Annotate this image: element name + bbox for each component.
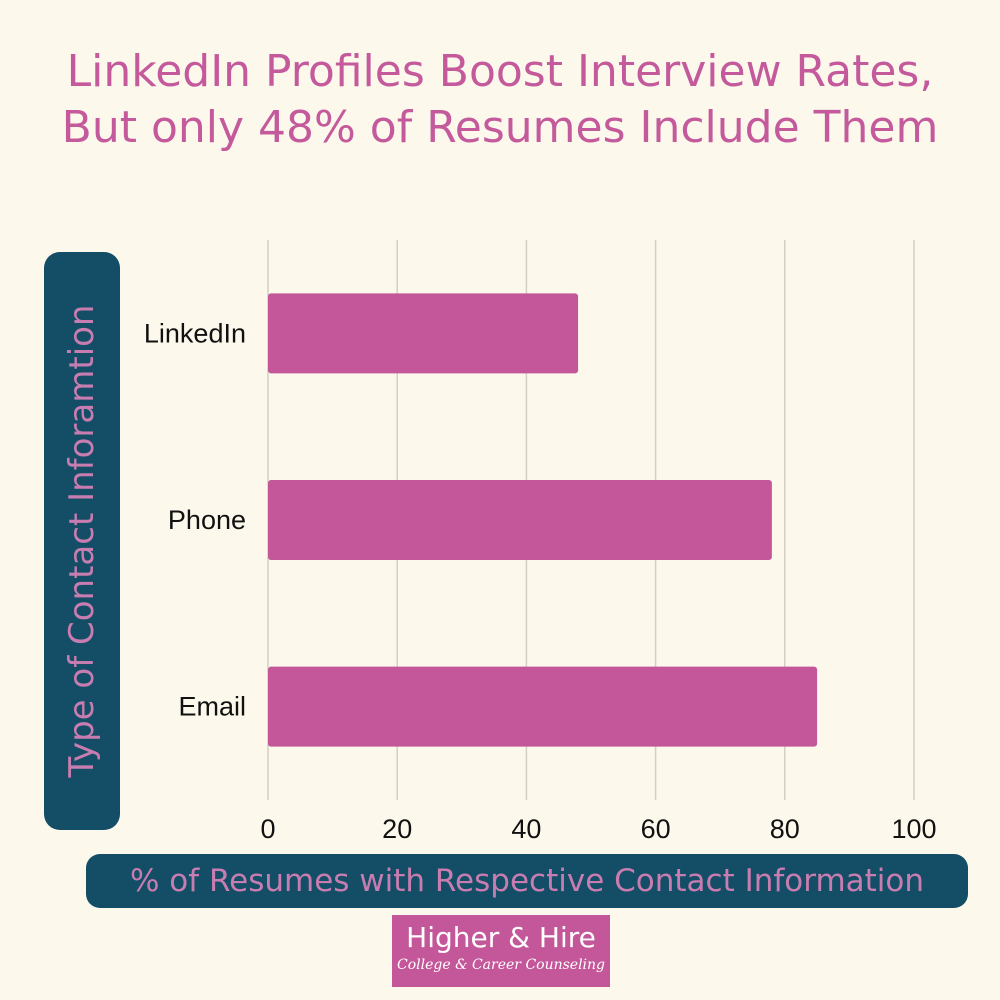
x-tick-label: 60	[641, 814, 671, 844]
bar-phone	[268, 480, 772, 560]
y-axis-label-box	[44, 252, 120, 830]
category-labels: LinkedIn Phone Email	[144, 318, 246, 721]
bar-email	[268, 666, 818, 747]
chart-title: LinkedIn Profiles Boost Interview Rates,…	[61, 46, 939, 153]
brand-logo: Higher & Hire College & Career Counselin…	[392, 915, 610, 987]
x-axis-label-box: % of Resumes with Respective Contact Inf…	[86, 854, 968, 908]
brand-tagline: College & Career Counseling	[396, 957, 606, 973]
x-tick-label: 40	[511, 814, 541, 844]
category-label-email: Email	[178, 692, 246, 722]
category-label-linkedin: LinkedIn	[144, 318, 246, 348]
bar-linkedin	[268, 293, 579, 374]
x-tick-labels: 0 20 40 60 80 100	[260, 814, 936, 844]
x-tick-label: 0	[260, 814, 275, 844]
x-tick-label: 20	[382, 814, 412, 844]
bar-chart: LinkedIn Phone Email 0 20 40 60 80 100	[144, 240, 937, 844]
brand-name: Higher & Hire	[406, 921, 596, 954]
x-tick-label: 100	[891, 814, 936, 844]
x-axis-label: % of Resumes with Respective Contact Inf…	[129, 863, 925, 899]
bars	[268, 293, 818, 747]
x-tick-label: 80	[770, 814, 800, 844]
category-label-phone: Phone	[168, 505, 246, 535]
